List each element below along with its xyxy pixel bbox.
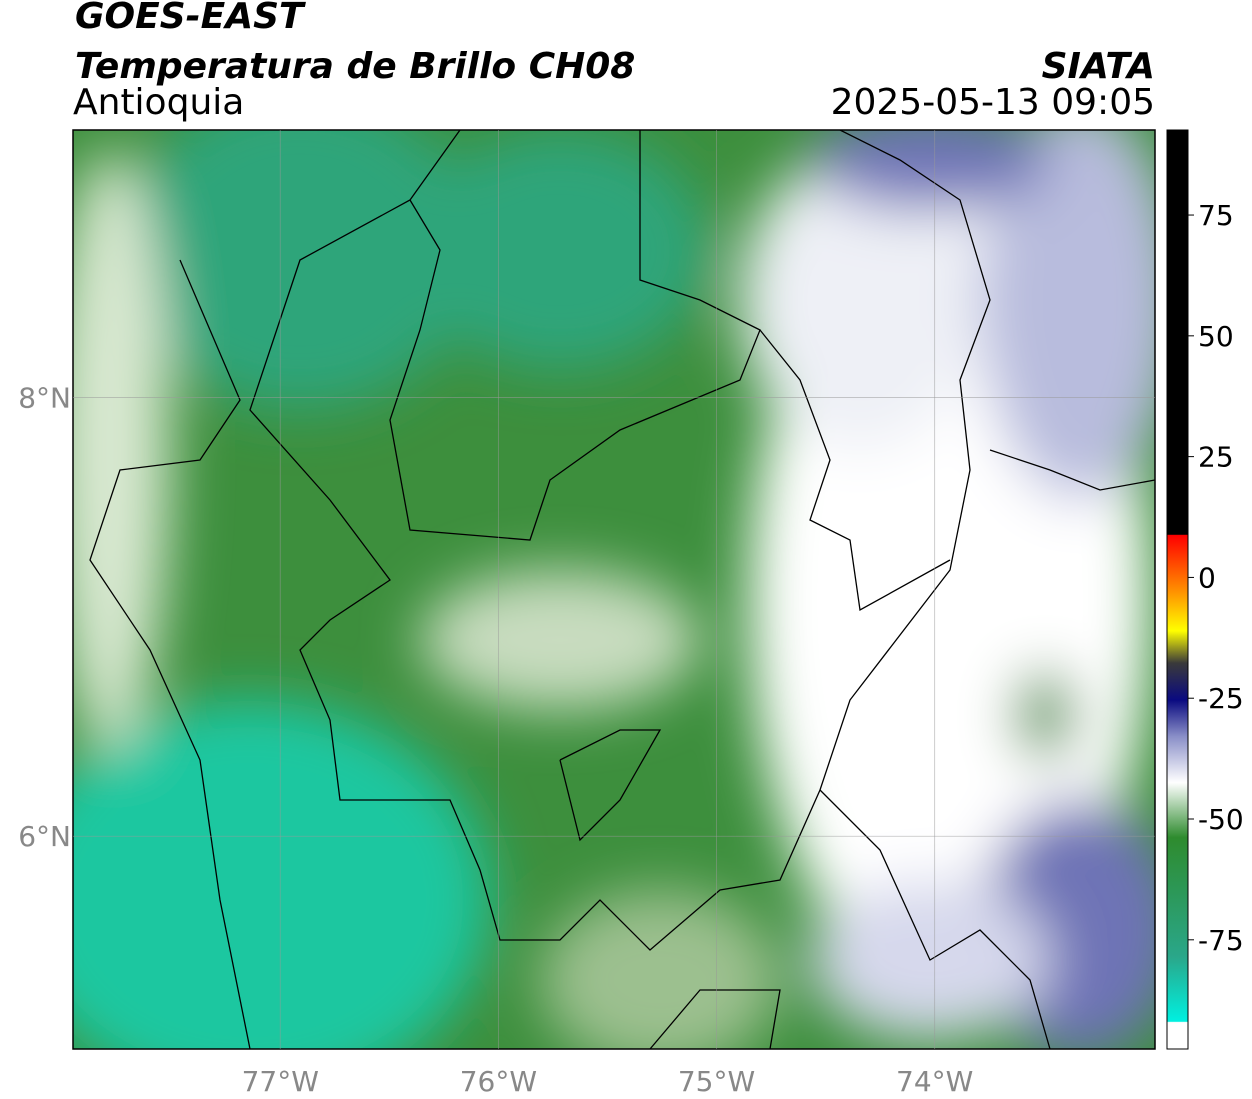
imagery bbox=[73, 130, 1155, 1049]
colorbar-tick-label: 75 bbox=[1198, 199, 1234, 232]
colorbar-tick-label: -50 bbox=[1198, 803, 1244, 836]
colorbar-tick-label: -75 bbox=[1198, 924, 1244, 957]
lon-tick-label: 75°W bbox=[678, 1065, 755, 1098]
lon-tick-label: 74°W bbox=[896, 1065, 973, 1098]
map-image bbox=[73, 130, 1155, 1049]
colorbar bbox=[1166, 129, 1189, 1050]
colorbar-tick-label: 50 bbox=[1198, 320, 1234, 353]
region: Antioquia bbox=[73, 82, 244, 123]
lon-tick-label: 77°W bbox=[242, 1065, 319, 1098]
ticks: 77°W 76°W 75°W 74°W 8°N 6°N 75 50 25 0 -25 -50 -75 bbox=[18, 199, 1244, 1098]
agency: SIATA bbox=[1042, 46, 1155, 87]
product-title: Temperatura de Brillo CH08 bbox=[75, 46, 635, 87]
lat-tick-label: 6°N bbox=[18, 820, 71, 853]
map-frame bbox=[72, 129, 1156, 1050]
colorbar-tick-label: 0 bbox=[1198, 561, 1216, 594]
colorbar-tick-label: -25 bbox=[1198, 682, 1244, 715]
colorbar-tick-label: 25 bbox=[1198, 441, 1234, 474]
graticule bbox=[73, 130, 1155, 1049]
borders bbox=[89, 130, 1155, 1049]
satellite-title: GOES-EAST bbox=[75, 0, 306, 37]
lon-tick-label: 76°W bbox=[460, 1065, 537, 1098]
datetime: 2025-05-13 09:05 bbox=[831, 82, 1155, 123]
lat-tick-label: 8°N bbox=[18, 382, 71, 415]
